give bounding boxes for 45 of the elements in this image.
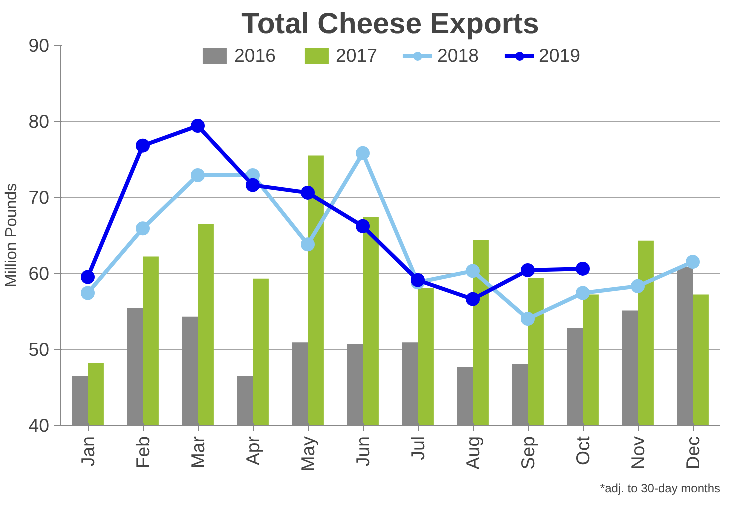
point (356, 146, 370, 160)
legend-label: 2016 (234, 45, 276, 67)
y-tick-label: 70 (28, 187, 50, 208)
x-tick-label: Mar (188, 436, 208, 469)
point (411, 273, 425, 288)
legend-label: 2018 (438, 45, 480, 67)
chart-title: Total Cheese Exports (242, 8, 540, 40)
y-tick-label: 40 (28, 415, 50, 436)
text: *adj. to 30-day months (600, 482, 721, 496)
point (686, 255, 700, 270)
point (136, 138, 150, 153)
point (301, 186, 315, 200)
x-tick-label: Jul (408, 436, 428, 460)
y-tick-label: 60 (28, 263, 50, 284)
point (521, 263, 535, 278)
y-tick-label: 90 (28, 35, 50, 56)
point (191, 119, 205, 134)
point (521, 312, 535, 326)
point (246, 178, 260, 192)
point (191, 168, 205, 182)
legend-label: 2019 (539, 45, 581, 67)
point (466, 264, 480, 278)
y-tick-label: 80 (28, 111, 50, 132)
point (576, 262, 590, 276)
point (356, 219, 370, 234)
x-tick-label: Nov (628, 436, 648, 470)
point (631, 279, 645, 294)
x-tick-label: Aug (462, 436, 484, 470)
point (466, 292, 480, 306)
y-axis-title: Million Pounds (4, 183, 21, 288)
x-tick-label: Jan (78, 436, 98, 467)
point (301, 238, 315, 252)
point (576, 286, 590, 300)
point (81, 270, 95, 284)
y-tick-label: 50 (28, 339, 50, 360)
x-tick-label: May (298, 436, 318, 472)
x-tick-label: Sep (518, 436, 538, 470)
x-tick-label: Dec (682, 436, 704, 470)
x-tick-label: Apr (242, 436, 264, 466)
point (136, 222, 150, 236)
x-tick-label: Jun (352, 436, 374, 467)
legend-label: 2017 (336, 45, 378, 67)
point (81, 286, 95, 300)
x-tick-label: Feb (132, 436, 154, 469)
x-tick-label: Oct (572, 436, 594, 466)
